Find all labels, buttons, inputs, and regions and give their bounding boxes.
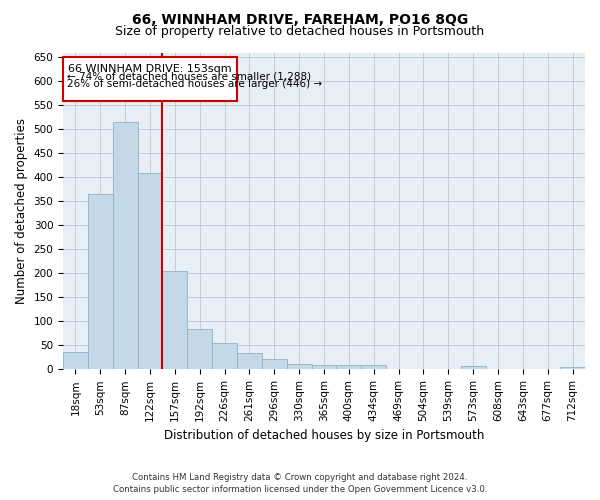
- Bar: [237, 352, 262, 370]
- Text: ← 74% of detached houses are smaller (1,288): ← 74% of detached houses are smaller (1,…: [67, 72, 311, 82]
- Bar: [137, 172, 163, 370]
- Text: 66, WINNHAM DRIVE, FAREHAM, PO16 8QG: 66, WINNHAM DRIVE, FAREHAM, PO16 8QG: [132, 12, 468, 26]
- Bar: [311, 366, 337, 370]
- Text: Contains HM Land Registry data © Crown copyright and database right 2024.
Contai: Contains HM Land Registry data © Crown c…: [113, 472, 487, 494]
- Bar: [187, 329, 212, 370]
- Bar: [560, 367, 585, 370]
- FancyBboxPatch shape: [63, 58, 237, 102]
- Text: 26% of semi-detached houses are larger (446) →: 26% of semi-detached houses are larger (…: [67, 80, 322, 90]
- Bar: [163, 271, 187, 370]
- Bar: [262, 359, 287, 370]
- Bar: [63, 352, 88, 370]
- Bar: [287, 364, 311, 370]
- X-axis label: Distribution of detached houses by size in Portsmouth: Distribution of detached houses by size …: [164, 430, 484, 442]
- Bar: [361, 366, 386, 370]
- Text: Size of property relative to detached houses in Portsmouth: Size of property relative to detached ho…: [115, 25, 485, 38]
- Bar: [461, 366, 485, 370]
- Bar: [212, 344, 237, 369]
- Bar: [113, 122, 137, 370]
- Text: 66 WINNHAM DRIVE: 153sqm: 66 WINNHAM DRIVE: 153sqm: [68, 64, 232, 74]
- Bar: [337, 366, 361, 370]
- Y-axis label: Number of detached properties: Number of detached properties: [15, 118, 28, 304]
- Bar: [88, 194, 113, 370]
